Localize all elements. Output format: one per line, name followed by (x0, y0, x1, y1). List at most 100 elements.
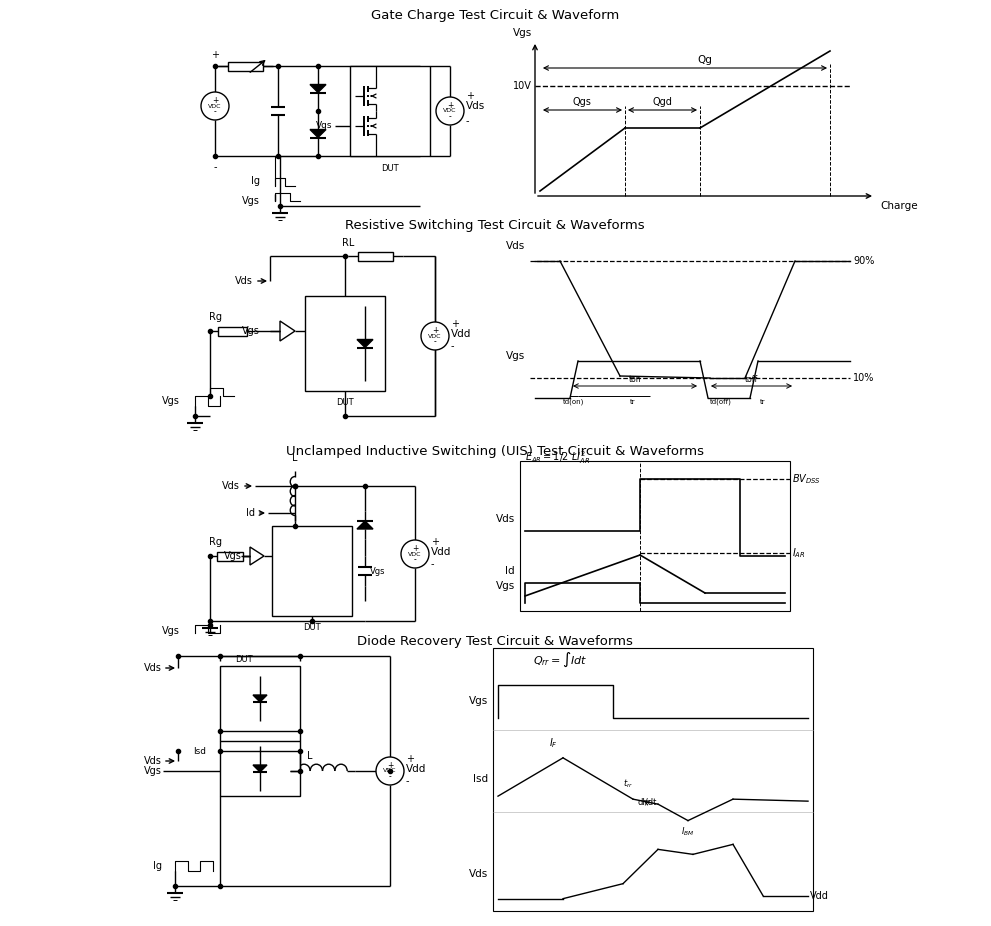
Bar (358, 252, 393, 260)
Bar (220, 741, 300, 796)
Text: $I_{BM}$: $I_{BM}$ (681, 826, 695, 838)
Text: -: - (451, 341, 455, 351)
Text: -: - (214, 106, 216, 116)
Polygon shape (357, 521, 373, 529)
Text: Vdd: Vdd (406, 764, 426, 774)
Text: Unclamped Inductive Switching (UIS) Test Circuit & Waveforms: Unclamped Inductive Switching (UIS) Test… (286, 444, 704, 457)
Text: Vgs: Vgs (242, 326, 260, 336)
Text: Vgs: Vgs (496, 581, 515, 591)
Bar (272, 526, 352, 616)
Polygon shape (357, 340, 373, 347)
Text: VDC: VDC (443, 108, 457, 114)
Text: Charge: Charge (880, 201, 918, 211)
Text: ton: ton (628, 374, 641, 383)
Text: Isd: Isd (473, 774, 488, 784)
Text: -: - (449, 112, 451, 120)
Text: 90%: 90% (853, 256, 874, 266)
Text: Vgs: Vgs (224, 551, 242, 561)
Text: -: - (431, 559, 434, 569)
Text: VDC: VDC (384, 769, 396, 773)
Polygon shape (310, 130, 326, 137)
Text: Vdd: Vdd (810, 891, 828, 901)
Text: Vds: Vds (144, 756, 162, 766)
Text: Vds: Vds (466, 101, 486, 111)
Text: Vgs: Vgs (144, 766, 162, 776)
Polygon shape (253, 765, 267, 772)
Text: Vgs: Vgs (512, 28, 532, 38)
Text: Vds: Vds (505, 241, 525, 251)
Bar (228, 61, 263, 70)
Text: 10%: 10% (853, 373, 874, 383)
Text: DUT: DUT (336, 398, 354, 407)
Text: 10V: 10V (513, 81, 532, 91)
Bar (305, 296, 385, 391)
Text: $Q_{rr}=\int Idt$: $Q_{rr}=\int Idt$ (533, 651, 588, 669)
Bar (350, 66, 430, 156)
Text: Vgs: Vgs (469, 696, 488, 707)
Text: dI/dt: dI/dt (638, 797, 657, 807)
Text: +: + (451, 319, 459, 329)
Polygon shape (253, 695, 267, 702)
Text: +: + (466, 91, 474, 101)
Circle shape (376, 757, 404, 785)
Text: Vgs: Vgs (505, 351, 525, 361)
Text: Id: Id (246, 508, 255, 518)
Text: td(off): td(off) (710, 399, 732, 406)
Text: tr: tr (760, 399, 766, 405)
Text: td(on): td(on) (563, 399, 585, 406)
Circle shape (421, 322, 449, 350)
Text: +: + (431, 537, 439, 547)
Text: Ig: Ig (153, 861, 162, 871)
Text: Vds: Vds (144, 663, 162, 673)
Text: L: L (307, 751, 313, 761)
Text: Rg: Rg (208, 312, 222, 322)
Text: DUT: DUT (382, 164, 398, 173)
Bar (520, 461, 790, 611)
Bar (493, 648, 813, 911)
Text: Vgs: Vgs (162, 396, 180, 406)
Bar (220, 666, 300, 731)
Text: VDC: VDC (428, 333, 442, 339)
Text: -: - (434, 337, 436, 345)
Text: Qgd: Qgd (652, 97, 672, 107)
Text: Ig: Ig (251, 176, 260, 186)
Text: $I_F$: $I_F$ (549, 736, 557, 750)
Text: -: - (213, 162, 217, 172)
Text: Gate Charge Test Circuit & Waveform: Gate Charge Test Circuit & Waveform (371, 9, 619, 22)
Text: Vgs: Vgs (315, 121, 332, 131)
Text: Qgs: Qgs (573, 97, 592, 107)
Text: Vds: Vds (222, 481, 240, 491)
Text: Vds: Vds (235, 276, 253, 286)
Text: Rg: Rg (208, 537, 222, 547)
Circle shape (201, 92, 229, 120)
Text: $I_{AR}$: $I_{AR}$ (792, 546, 806, 560)
Text: Isd: Isd (193, 746, 206, 756)
Text: toff: toff (744, 374, 758, 383)
Text: -: - (406, 776, 409, 786)
Text: DUT: DUT (235, 655, 253, 664)
Text: -: - (413, 555, 416, 564)
Text: tr: tr (630, 399, 635, 405)
Text: VDC: VDC (408, 552, 422, 557)
Bar (217, 552, 243, 560)
Text: -: - (466, 116, 470, 126)
Text: Vds: Vds (469, 869, 488, 879)
Text: +: + (412, 544, 418, 553)
Text: Diode Recovery Test Circuit & Waveforms: Diode Recovery Test Circuit & Waveforms (357, 634, 633, 647)
Text: Id: Id (505, 566, 515, 576)
Text: $t_{rr}$: $t_{rr}$ (622, 778, 633, 791)
Text: +: + (386, 761, 393, 770)
Text: Vgs: Vgs (162, 626, 180, 636)
Text: Vdd: Vdd (431, 547, 451, 557)
Text: +: + (212, 96, 218, 106)
Text: DUT: DUT (303, 623, 321, 632)
Text: Qg: Qg (698, 55, 713, 65)
Text: VDC: VDC (208, 104, 222, 108)
Circle shape (436, 97, 464, 125)
Text: Vgs: Vgs (242, 196, 260, 206)
Text: Resistive Switching Test Circuit & Waveforms: Resistive Switching Test Circuit & Wavef… (345, 219, 645, 232)
Text: -: - (388, 771, 391, 781)
Circle shape (401, 540, 429, 568)
Text: RL: RL (342, 238, 354, 248)
Text: +: + (406, 754, 414, 764)
